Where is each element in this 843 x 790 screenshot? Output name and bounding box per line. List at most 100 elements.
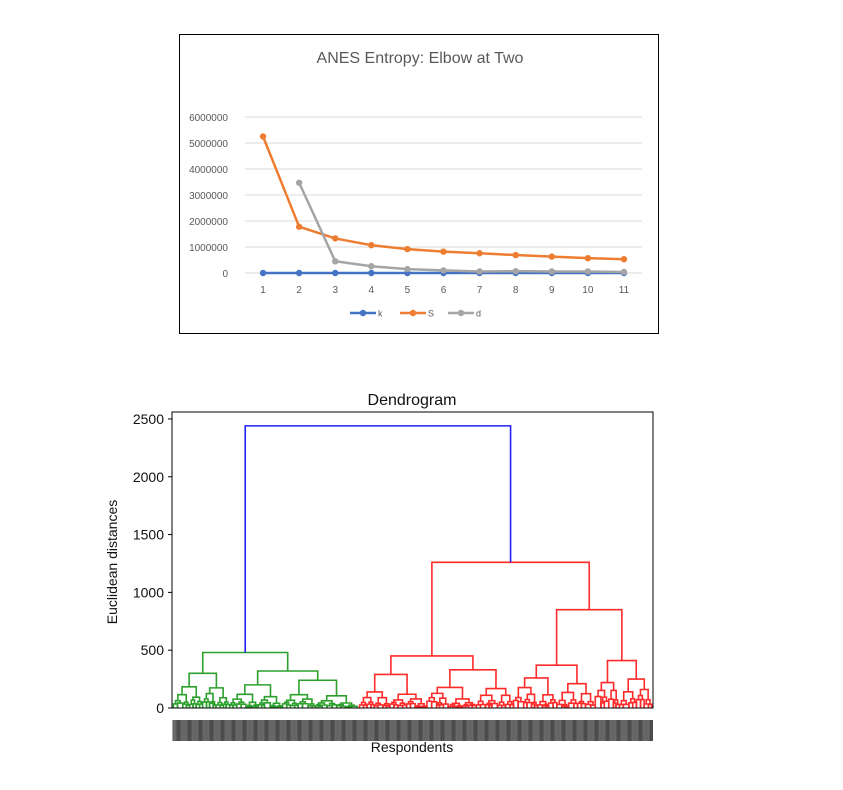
dendrogram-link [316, 703, 321, 707]
y-tick-label: 1500 [133, 527, 164, 543]
dendrogram-link [627, 678, 646, 692]
data-point [548, 253, 555, 260]
dendrogram-link [580, 692, 592, 702]
y-tick-label: 5000000 [189, 139, 228, 150]
data-point [295, 223, 303, 230]
dendrogram-link [263, 695, 278, 704]
dendrogram-link [298, 679, 338, 696]
data-point [332, 235, 339, 242]
legend-item: d [448, 309, 481, 319]
dendrogram-link [201, 651, 289, 674]
dendrogram-link [622, 703, 630, 708]
x-axis-label: Respondents [371, 739, 454, 755]
dendrogram-link [430, 692, 444, 699]
data-point [584, 268, 592, 275]
y-tick-label: 500 [141, 642, 165, 658]
dendrogram-link [456, 704, 462, 707]
y-tick-label: 0 [222, 269, 228, 280]
dendrogram-link [526, 693, 536, 703]
data-point [440, 248, 447, 255]
dendrogram-link [181, 686, 198, 698]
dendrogram-link [256, 670, 319, 685]
dendrogram-link [561, 691, 575, 701]
elbow-line-chart: ANES Entropy: Elbow at Two 0 1000000 20000… [179, 34, 659, 334]
dendrogram-link [485, 687, 507, 696]
legend-label: d [476, 309, 481, 319]
x-tick-label: 6 [441, 285, 447, 296]
y-axis-label: Euclidean distances [104, 500, 120, 625]
dendrogram-link [346, 705, 352, 708]
dendrogram-link [486, 702, 492, 706]
data-point [512, 251, 519, 259]
dendrogram-link [390, 655, 474, 675]
dendrogram-link [601, 696, 608, 703]
dendrogram-link [337, 703, 344, 707]
y-tick-label: 0 [156, 700, 164, 716]
y-tick-label: 4000000 [189, 165, 228, 176]
dendrogram-link [647, 703, 653, 708]
dendrogram-link [183, 701, 189, 706]
data-point [368, 269, 375, 277]
x-tick-label: 2 [296, 285, 302, 296]
dendrogram-link [263, 702, 272, 708]
legend-label: S [428, 309, 434, 319]
data-point [295, 269, 303, 277]
data-point [332, 269, 339, 277]
series-line [298, 182, 624, 274]
dendrogram-link [348, 704, 356, 707]
dendrogram-link [506, 700, 513, 705]
series-d [295, 179, 628, 276]
series-line [261, 136, 624, 261]
dendrogram-link [236, 693, 254, 703]
legend-item: S [400, 309, 434, 319]
data-point [332, 258, 339, 265]
legend-swatch-marker [409, 309, 417, 317]
dendrogram-link [232, 698, 243, 703]
y-tick-label: 2000000 [189, 217, 228, 228]
dendrogram-link [301, 698, 313, 704]
dendrogram-link [271, 704, 276, 708]
x-tick-label: 11 [619, 285, 630, 296]
data-point [368, 263, 375, 270]
dendrogram-link [620, 699, 627, 705]
data-point [440, 267, 447, 274]
dendrogram-link [244, 425, 512, 653]
dendrogram-link [238, 701, 245, 705]
data-point [620, 256, 628, 263]
dendrogram-link [451, 702, 461, 706]
dendrogram-link [517, 686, 532, 698]
dendrogram-title: Dendrogram [368, 392, 457, 409]
dendrogram-link [309, 703, 315, 706]
data-point [259, 133, 267, 140]
dendrogram-link [366, 691, 384, 698]
data-point [512, 267, 519, 275]
dendrogram-link [177, 693, 188, 703]
data-point [404, 265, 411, 273]
dendrogram-link [587, 700, 594, 706]
x-tick-label: 10 [582, 285, 594, 296]
x-tick-label: 4 [369, 285, 375, 296]
dendrogram-link [248, 701, 257, 706]
dendrogram-link [272, 702, 281, 706]
dendrogram-link [373, 673, 408, 695]
dendrogram-link [622, 691, 634, 701]
dendrogram-link [539, 700, 547, 705]
x-tick-label: 9 [549, 285, 555, 296]
data-point [295, 179, 303, 186]
data-point [368, 241, 375, 249]
dendrogram-link [600, 681, 615, 691]
data-point [404, 245, 411, 253]
dendrogram-link [291, 702, 298, 706]
legend-item: k [350, 309, 383, 319]
data-point [476, 250, 483, 257]
data-point [259, 269, 267, 277]
dendrogram-link [449, 703, 456, 707]
data-point [584, 254, 592, 262]
legend-label: k [378, 309, 383, 319]
dendrogram-link [517, 700, 525, 708]
dendrogram-link [421, 705, 427, 708]
data-point [476, 268, 483, 275]
series-S [259, 133, 628, 263]
dendrogram-link [383, 702, 389, 707]
